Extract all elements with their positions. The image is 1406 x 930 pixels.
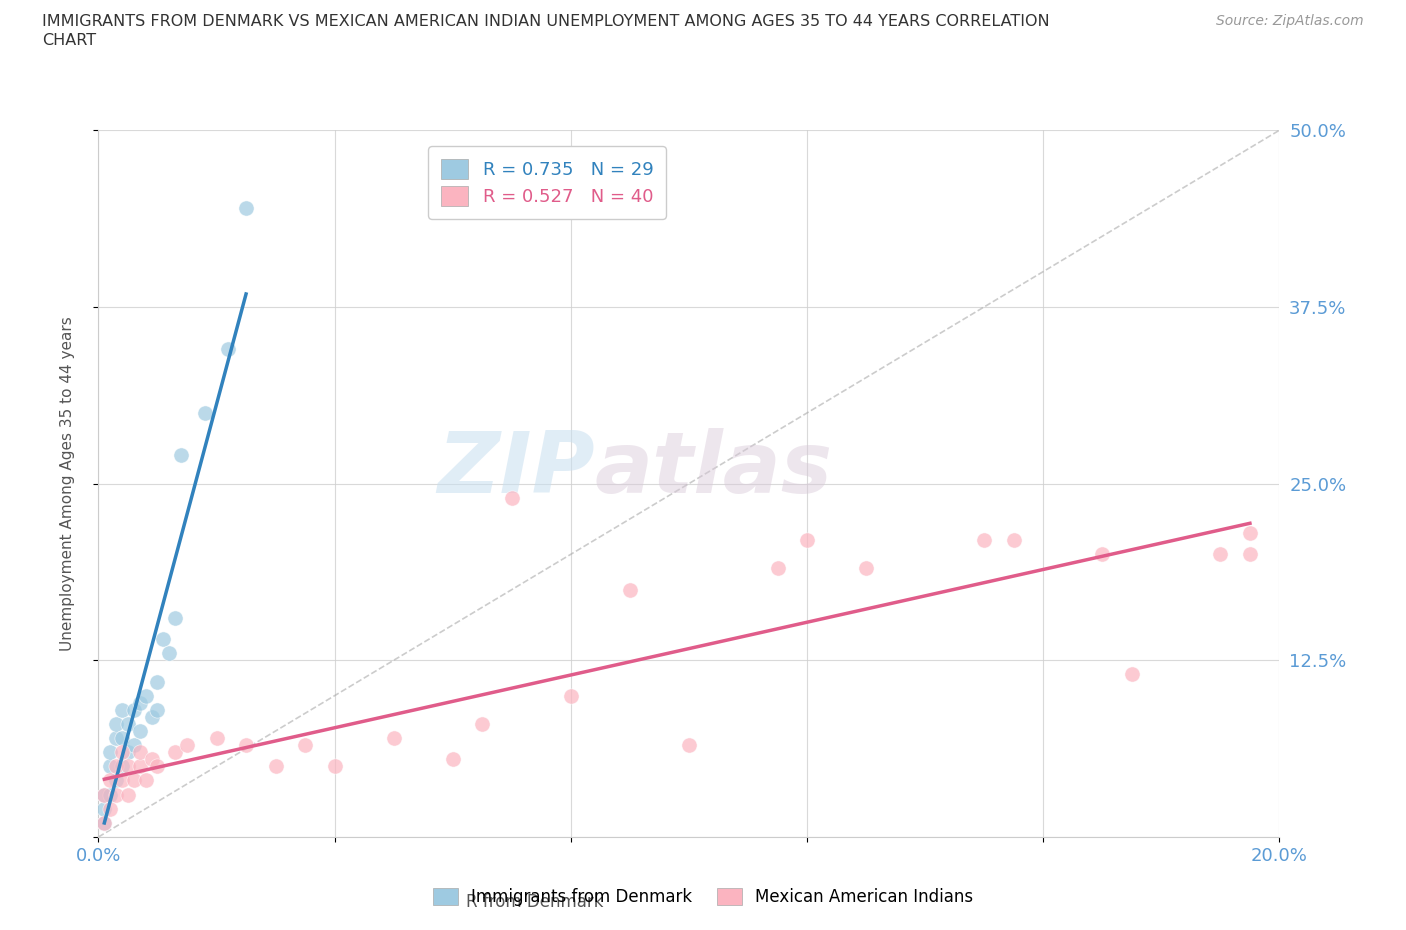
Point xyxy=(105,731,128,746)
Point xyxy=(165,745,187,760)
Point xyxy=(122,773,145,788)
Point xyxy=(141,751,163,766)
Point xyxy=(1091,547,1114,562)
Point xyxy=(128,696,150,711)
Text: IMMIGRANTS FROM DENMARK VS MEXICAN AMERICAN INDIAN UNEMPLOYMENT AMONG AGES 35 TO: IMMIGRANTS FROM DENMARK VS MEXICAN AMERI… xyxy=(42,14,1050,29)
Point xyxy=(111,731,134,746)
Point xyxy=(1121,667,1143,682)
Point xyxy=(117,759,139,774)
Point xyxy=(146,759,169,774)
Point xyxy=(678,737,700,752)
Point xyxy=(855,561,877,576)
Point xyxy=(471,716,494,731)
Point xyxy=(105,759,128,774)
Point xyxy=(501,490,523,505)
Point xyxy=(111,702,134,717)
Point xyxy=(122,737,145,752)
Point xyxy=(176,737,198,752)
Text: R from Denmark: R from Denmark xyxy=(465,894,603,911)
Point xyxy=(98,787,121,802)
Point xyxy=(98,745,121,760)
Point xyxy=(165,610,187,625)
Point xyxy=(146,702,169,717)
Point xyxy=(796,533,818,548)
Point xyxy=(1002,533,1025,548)
Point xyxy=(128,724,150,738)
Point xyxy=(217,342,239,357)
Point xyxy=(93,816,115,830)
Point xyxy=(105,716,128,731)
Point xyxy=(93,787,115,802)
Point xyxy=(105,773,128,788)
Legend: Immigrants from Denmark, Mexican American Indians: Immigrants from Denmark, Mexican America… xyxy=(426,881,980,912)
Point xyxy=(152,631,174,646)
Text: Source: ZipAtlas.com: Source: ZipAtlas.com xyxy=(1216,14,1364,28)
Legend: R = 0.735   N = 29, R = 0.527   N = 40: R = 0.735 N = 29, R = 0.527 N = 40 xyxy=(429,146,666,219)
Point xyxy=(93,802,115,817)
Point xyxy=(1239,547,1261,562)
Point xyxy=(135,773,157,788)
Point xyxy=(235,201,257,216)
Point xyxy=(1209,547,1232,562)
Point xyxy=(619,582,641,597)
Point xyxy=(93,816,115,830)
Point xyxy=(235,737,257,752)
Point xyxy=(135,688,157,703)
Point xyxy=(111,745,134,760)
Point xyxy=(117,716,139,731)
Point xyxy=(973,533,995,548)
Point xyxy=(128,745,150,760)
Text: atlas: atlas xyxy=(595,428,832,511)
Point xyxy=(117,787,139,802)
Point xyxy=(323,759,346,774)
Point xyxy=(98,759,121,774)
Point xyxy=(205,731,228,746)
Point xyxy=(766,561,789,576)
Point xyxy=(98,773,121,788)
Point xyxy=(560,688,582,703)
Point xyxy=(117,745,139,760)
Point xyxy=(122,702,145,717)
Point xyxy=(194,405,217,420)
Point xyxy=(264,759,287,774)
Point xyxy=(294,737,316,752)
Text: ZIP: ZIP xyxy=(437,428,595,511)
Point xyxy=(1239,525,1261,540)
Point xyxy=(93,787,115,802)
Point xyxy=(146,674,169,689)
Point xyxy=(111,773,134,788)
Point xyxy=(141,710,163,724)
Point xyxy=(157,645,180,660)
Point xyxy=(111,759,134,774)
Text: CHART: CHART xyxy=(42,33,96,47)
Point xyxy=(98,802,121,817)
Point xyxy=(170,448,193,463)
Point xyxy=(441,751,464,766)
Point xyxy=(105,787,128,802)
Point xyxy=(128,759,150,774)
Point xyxy=(382,731,405,746)
Y-axis label: Unemployment Among Ages 35 to 44 years: Unemployment Among Ages 35 to 44 years xyxy=(60,316,75,651)
